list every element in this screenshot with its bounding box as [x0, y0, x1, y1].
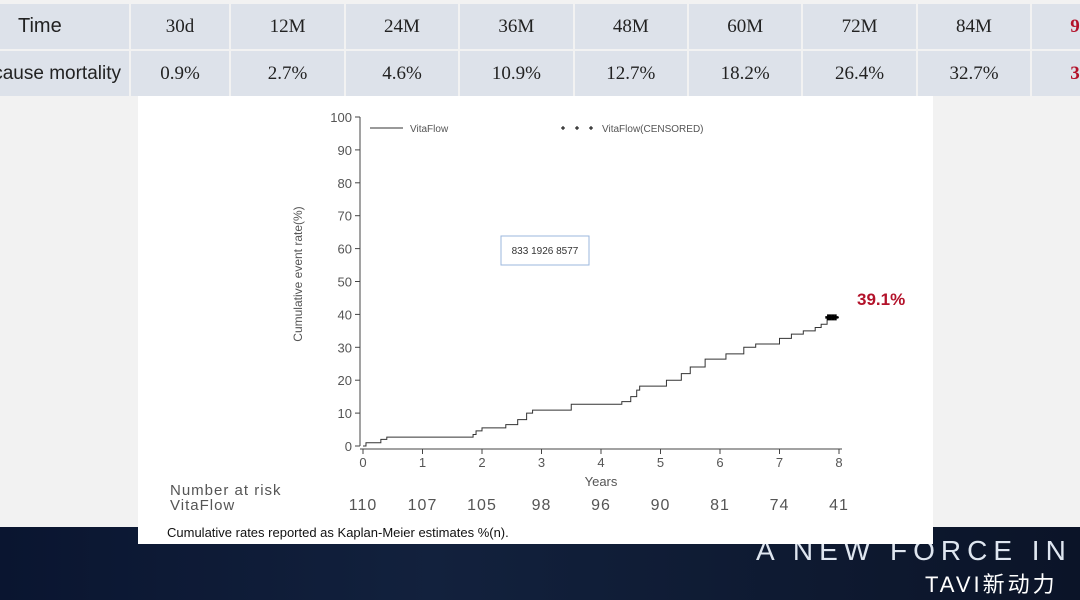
x-tick-label: 6	[716, 455, 723, 470]
header-cell: 36M	[460, 4, 573, 49]
risk-value: 74	[770, 497, 790, 514]
header-cell: 48M	[574, 4, 687, 49]
risk-value: 110	[349, 497, 378, 514]
risk-value: 96	[591, 497, 611, 514]
risk-value: 98	[532, 497, 552, 514]
annotation: 39.1%	[857, 290, 905, 309]
header-cell: 24M	[345, 4, 459, 49]
risk-value: 81	[710, 497, 730, 514]
header-cell: 60M	[689, 4, 802, 49]
legend-marker	[561, 126, 565, 130]
table-cell: 26.4%	[803, 51, 916, 96]
x-tick-label: 3	[538, 455, 545, 470]
km-curve	[363, 316, 839, 447]
legend-label: VitaFlow	[410, 124, 449, 135]
x-tick-label: 0	[359, 455, 366, 470]
legend-label: VitaFlow(CENSORED)	[602, 124, 704, 135]
y-tick-label: 0	[345, 439, 352, 454]
risk-value: 90	[651, 497, 671, 514]
table-cell: All-cause mortality	[0, 51, 129, 96]
header-cell: Time	[0, 4, 129, 49]
table-cell: 12.7%	[574, 51, 687, 96]
y-axis-label: Cumulative event rate(%)	[291, 206, 305, 341]
banner-brand: TAVI新动力	[925, 572, 1058, 597]
chart-panel	[138, 96, 933, 544]
table-cell: 18.2%	[689, 51, 802, 96]
legend-marker	[575, 126, 579, 130]
header-cell: 96M	[1032, 4, 1080, 49]
header-cell: 84M	[917, 4, 1031, 49]
y-tick-label: 50	[338, 275, 352, 290]
table-cell: 39.1%	[1032, 51, 1080, 96]
risk-value: 41	[829, 497, 849, 514]
y-tick-label: 70	[338, 209, 352, 224]
table-cell: 0.9%	[131, 51, 229, 96]
x-tick-label: 8	[835, 455, 842, 470]
x-tick-label: 2	[478, 455, 485, 470]
risk-title: Number at risk	[170, 482, 282, 499]
table-cell: 10.9%	[460, 51, 573, 96]
table-cell: 32.7%	[917, 51, 1031, 96]
header-cell: 30d	[131, 4, 229, 49]
y-tick-label: 20	[338, 373, 352, 388]
data-table: Time30d12M24M36M48M60M72M84M96M All-cause…	[0, 4, 1080, 96]
table-cell: 4.6%	[345, 51, 459, 96]
y-tick-label: 30	[338, 340, 352, 355]
risk-value: 107	[408, 497, 438, 514]
y-tick-label: 40	[338, 307, 352, 322]
footnote: Cumulative rates reported as Kaplan-Meie…	[167, 525, 509, 540]
header-cell: 12M	[231, 4, 344, 49]
x-tick-label: 1	[419, 455, 426, 470]
risk-value: 105	[467, 497, 497, 514]
risk-name: VitaFlow	[170, 497, 235, 514]
header-cell: 72M	[803, 4, 916, 49]
x-tick-label: 4	[597, 455, 604, 470]
legend-marker	[589, 126, 593, 130]
y-tick-label: 60	[338, 242, 352, 257]
y-tick-label: 100	[330, 110, 352, 125]
y-tick-label: 90	[338, 143, 352, 158]
x-tick-label: 7	[776, 455, 783, 470]
x-tick-label: 5	[657, 455, 664, 470]
y-tick-label: 80	[338, 176, 352, 191]
censor-mark	[832, 314, 839, 321]
tooltip-box	[500, 235, 590, 266]
y-tick-label: 10	[338, 406, 352, 421]
x-axis-label: Years	[585, 474, 618, 489]
table-cell: 2.7%	[231, 51, 344, 96]
tooltip: 833 1926 8577	[512, 246, 579, 257]
